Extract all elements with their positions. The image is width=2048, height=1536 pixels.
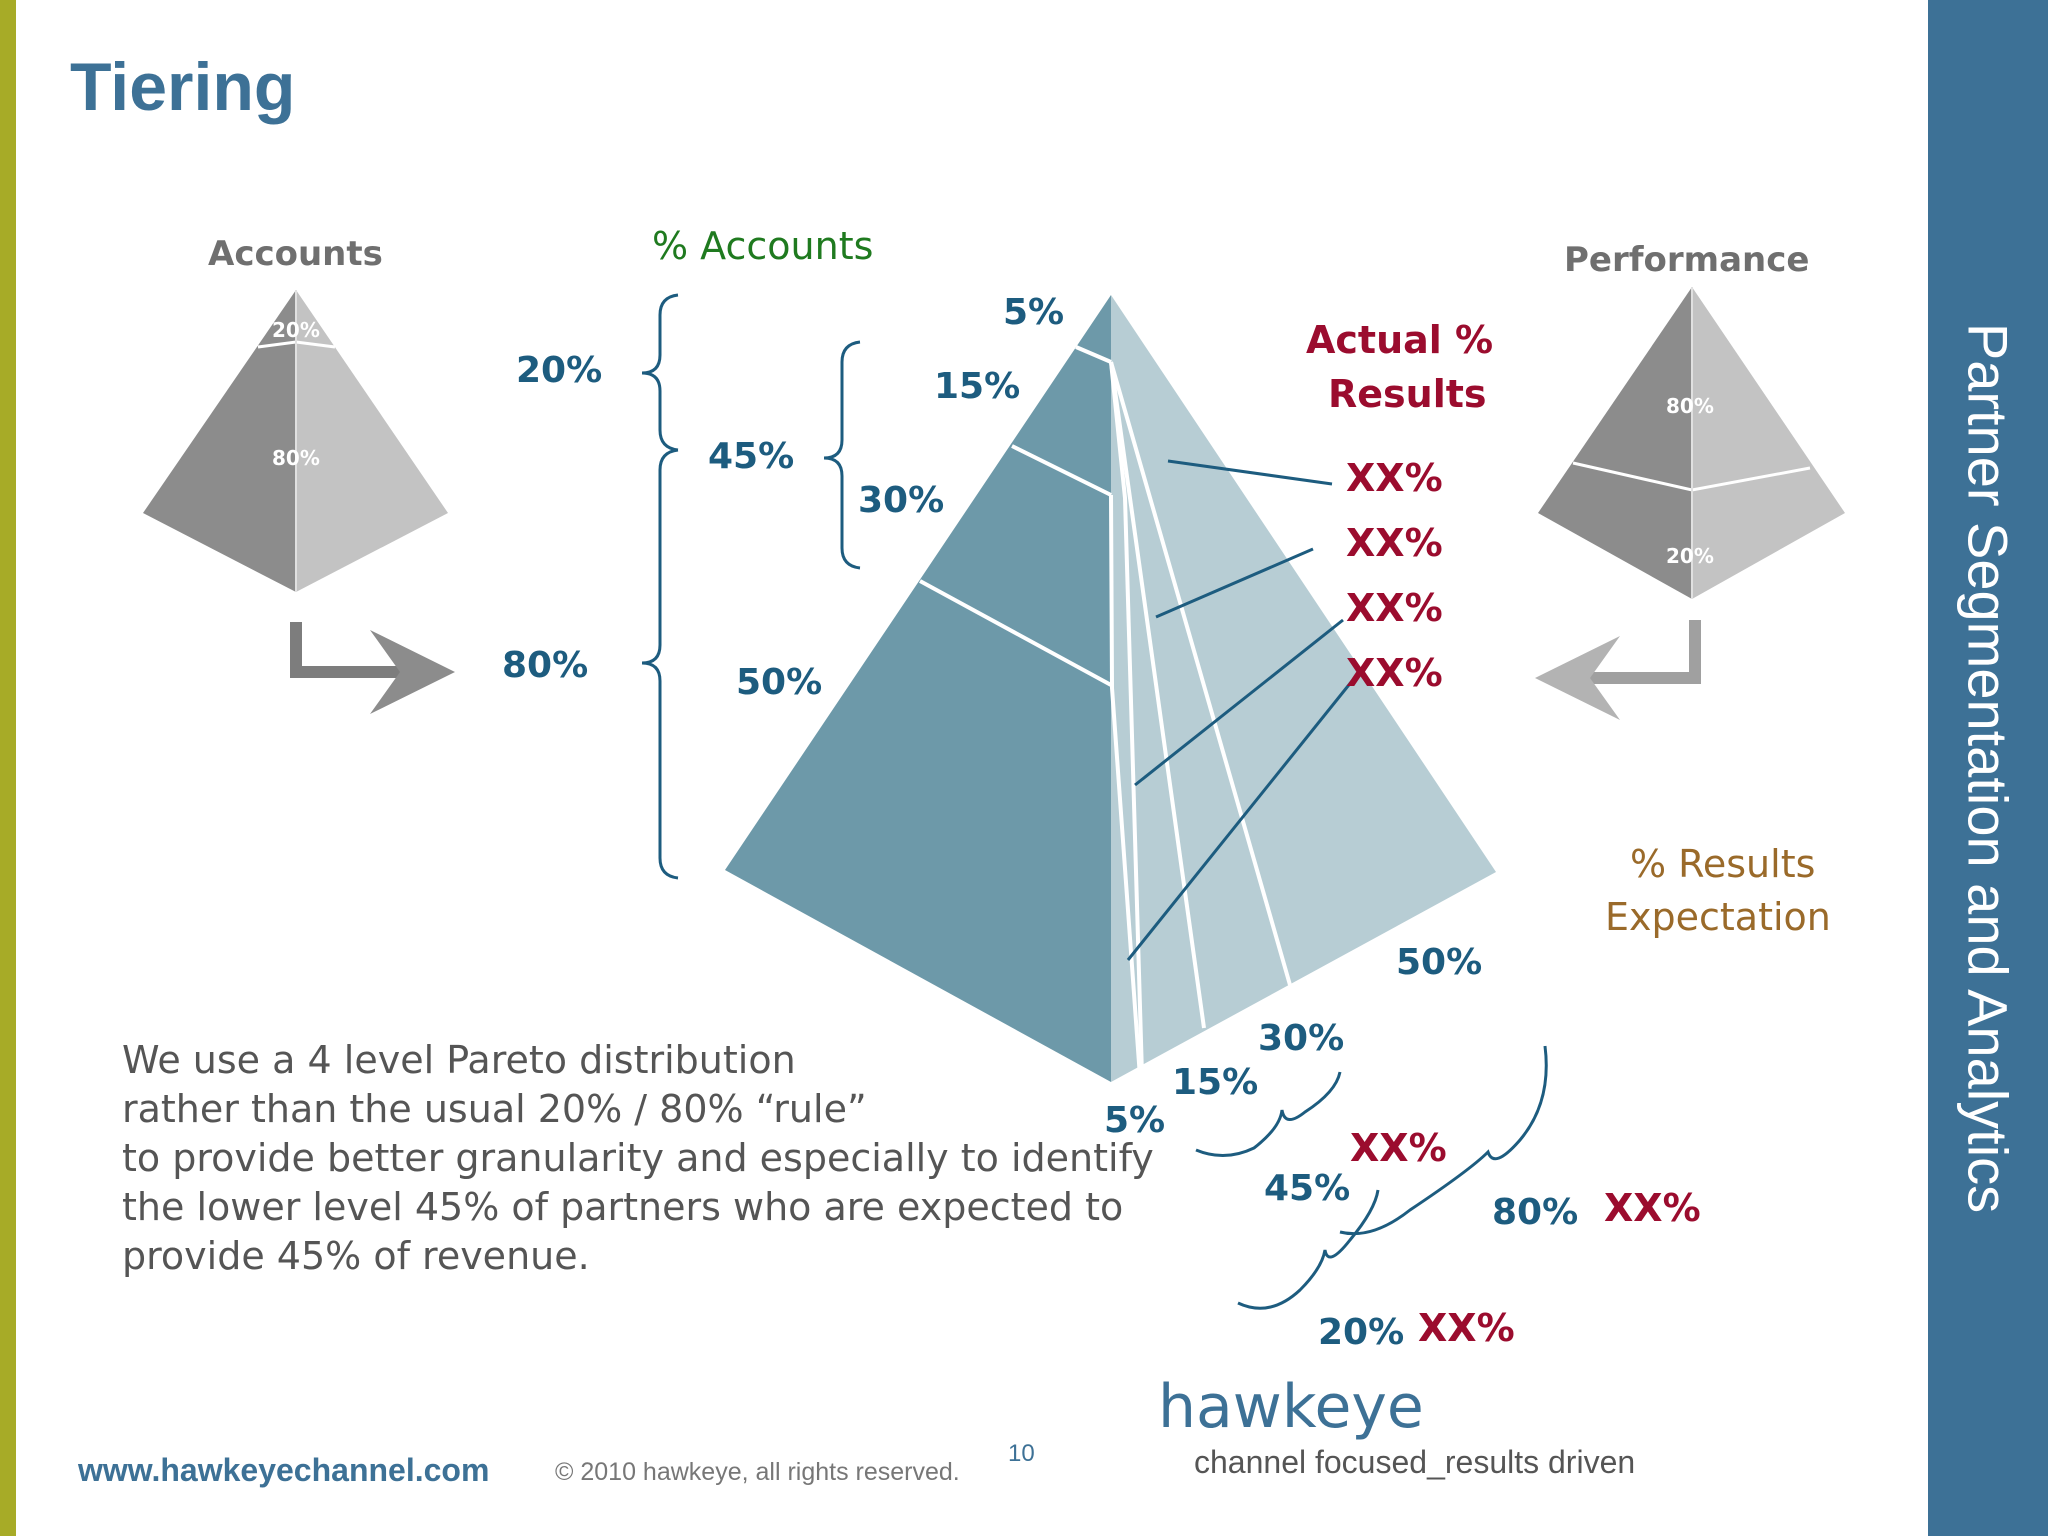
accounts-group-45: 45% — [708, 436, 795, 477]
expectation-tier-5: 5% — [1104, 1100, 1166, 1141]
expectation-heading-line2: Expectation — [1605, 895, 1831, 939]
performance-bottom-pct: 20% — [1666, 544, 1714, 568]
expectation-tier-15: 15% — [1172, 1062, 1259, 1103]
slide-title: Tiering — [70, 49, 296, 125]
page-number: 10 — [1008, 1440, 1035, 1467]
body-text-line: provide 45% of revenue. — [122, 1234, 590, 1278]
accounts-tier-15: 15% — [934, 366, 1021, 407]
actual-result-value: XX% — [1346, 456, 1443, 500]
performance-top-pct: 80% — [1666, 394, 1714, 418]
expectation-heading-line1: % Results — [1630, 842, 1816, 886]
expectation-group-45: 45% — [1264, 1168, 1351, 1209]
performance-arrow — [1535, 620, 1701, 720]
accounts-group-80: 80% — [502, 645, 589, 686]
accounts-arrow — [290, 622, 455, 714]
accounts-heading: % Accounts — [652, 224, 874, 268]
actual-result-value: XX% — [1346, 521, 1443, 565]
actual-results-heading-line1: Actual % — [1306, 318, 1494, 362]
body-text: We use a 4 level Pareto distribution rat… — [122, 1036, 1154, 1281]
performance-pyramid-right-face — [1692, 287, 1845, 599]
body-text-line: rather than the usual 20% / 80% “rule” — [122, 1087, 867, 1131]
left-accent-bar — [0, 0, 16, 1536]
accounts-pyramid-right-face — [296, 290, 448, 592]
footer-copyright: © 2010 hawkeye, all rights reserved. — [555, 1458, 960, 1486]
performance-label: Performance — [1564, 240, 1810, 280]
expectation-xx-20: XX% — [1418, 1306, 1515, 1350]
expectation-group-80: 80% — [1492, 1192, 1579, 1233]
main-pyramid — [725, 295, 1496, 1082]
expectation-xx-45: XX% — [1350, 1126, 1447, 1170]
expectation-tier-50: 50% — [1396, 942, 1483, 983]
footer-url[interactable]: www.hawkeyechannel.com — [78, 1452, 490, 1488]
expectation-tier-30: 30% — [1258, 1018, 1345, 1059]
accounts-pyramid-left-face — [143, 290, 296, 592]
actual-results-heading-line2: Results — [1328, 372, 1487, 416]
accounts-tier-30: 30% — [858, 480, 945, 521]
actual-result-value: XX% — [1346, 586, 1443, 630]
hawkeye-logo: hawkeye — [1158, 1372, 1424, 1442]
main-pyramid-right-face — [1111, 295, 1496, 1082]
accounts-tier-50: 50% — [736, 662, 823, 703]
expectation-group-20: 20% — [1318, 1312, 1405, 1353]
performance-pyramid-left-face — [1538, 287, 1692, 599]
results-braces — [1195, 1045, 1548, 1310]
accounts-tier-5: 5% — [1003, 292, 1065, 333]
body-text-line: We use a 4 level Pareto distribution — [122, 1038, 796, 1082]
main-pyramid-left-face — [725, 295, 1111, 1082]
accounts-group-20: 20% — [516, 350, 603, 391]
accounts-top-pct: 20% — [272, 318, 320, 342]
body-text-line: to provide better granularity and especi… — [122, 1136, 1154, 1180]
actual-result-value: XX% — [1346, 651, 1443, 695]
expectation-xx-80: XX% — [1604, 1186, 1701, 1230]
logo-tagline: channel focused_results driven — [1194, 1444, 1636, 1480]
side-title-bar — [1928, 0, 2048, 1536]
accounts-braces — [641, 293, 861, 880]
body-text-line: the lower level 45% of partners who are … — [122, 1185, 1124, 1229]
accounts-label: Accounts — [208, 234, 383, 274]
performance-pyramid — [1538, 287, 1845, 599]
accounts-bottom-pct: 80% — [272, 446, 320, 470]
accounts-pyramid — [143, 290, 448, 592]
